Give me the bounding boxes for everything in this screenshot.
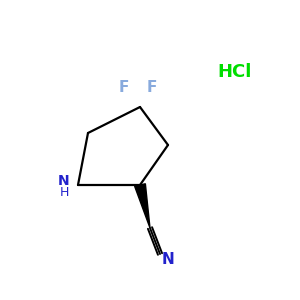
Text: N: N	[58, 174, 70, 188]
Text: HCl: HCl	[218, 63, 252, 81]
Text: F: F	[119, 80, 129, 94]
Text: F: F	[147, 80, 157, 94]
Text: H: H	[59, 185, 69, 199]
Text: N: N	[162, 251, 174, 266]
Polygon shape	[135, 184, 150, 228]
